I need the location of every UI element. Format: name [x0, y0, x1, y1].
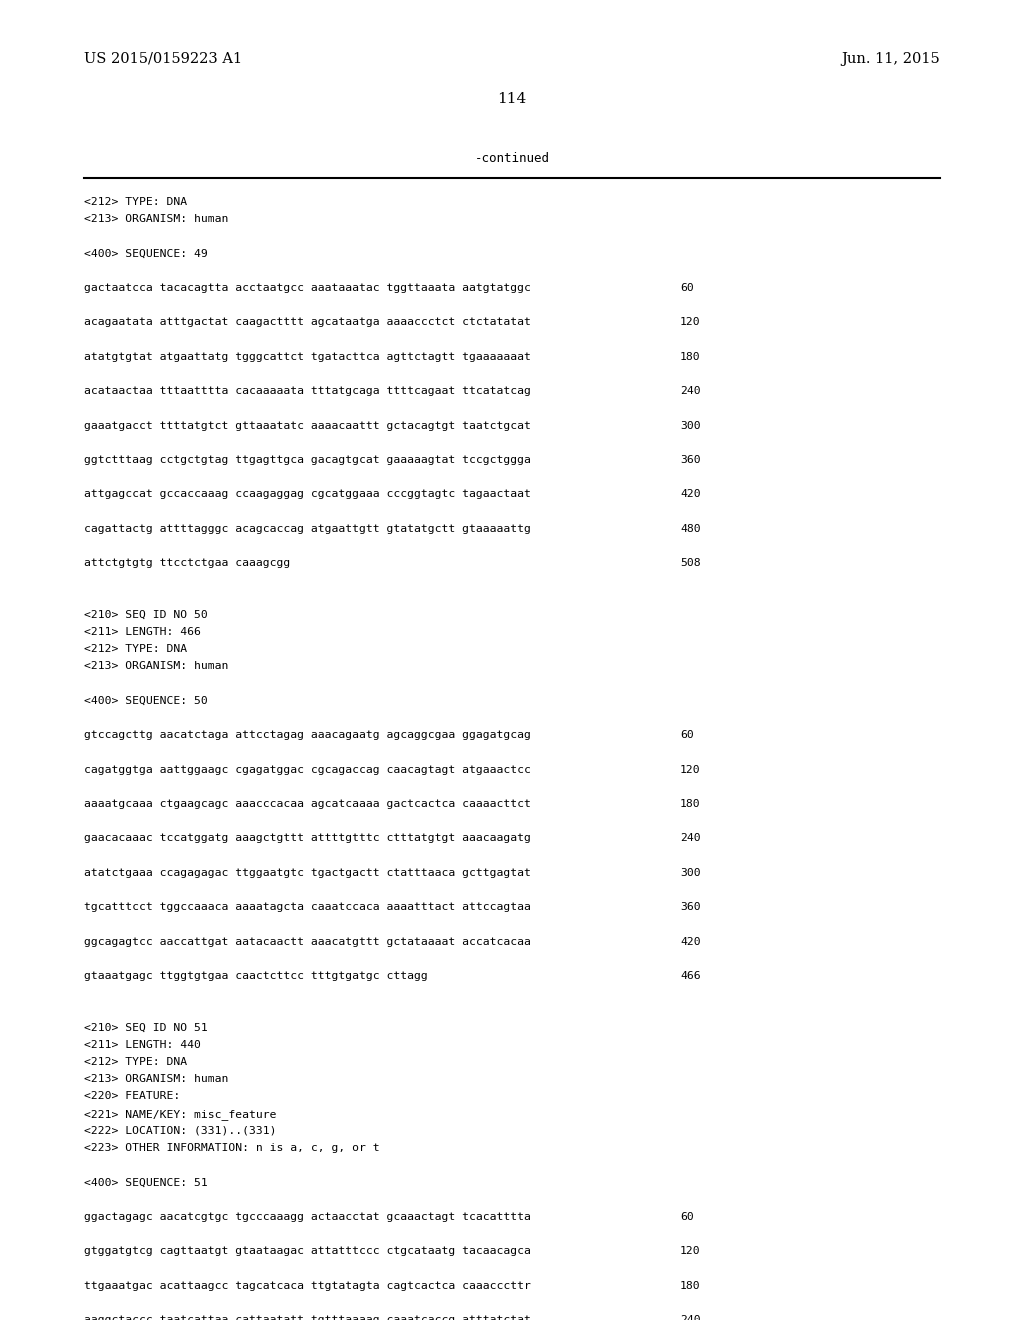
Text: 480: 480 — [680, 524, 700, 533]
Text: -continued: -continued — [474, 152, 550, 165]
Text: gtaaatgagc ttggtgtgaa caactcttcc tttgtgatgc cttagg: gtaaatgagc ttggtgtgaa caactcttcc tttgtga… — [84, 972, 428, 981]
Text: 240: 240 — [680, 1315, 700, 1320]
Text: 180: 180 — [680, 1280, 700, 1291]
Text: atatgtgtat atgaattatg tgggcattct tgatacttca agttctagtt tgaaaaaaat: atatgtgtat atgaattatg tgggcattct tgatact… — [84, 352, 530, 362]
Text: 60: 60 — [680, 282, 693, 293]
Text: <210> SEQ ID NO 50: <210> SEQ ID NO 50 — [84, 610, 208, 620]
Text: US 2015/0159223 A1: US 2015/0159223 A1 — [84, 51, 242, 66]
Text: cagatggtga aattggaagc cgagatggac cgcagaccag caacagtagt atgaaactcc: cagatggtga aattggaagc cgagatggac cgcagac… — [84, 764, 530, 775]
Text: 420: 420 — [680, 490, 700, 499]
Text: 466: 466 — [680, 972, 700, 981]
Text: attctgtgtg ttcctctgaa caaagcgg: attctgtgtg ttcctctgaa caaagcgg — [84, 558, 290, 568]
Text: gaaatgacct ttttatgtct gttaaatatc aaaacaattt gctacagtgt taatctgcat: gaaatgacct ttttatgtct gttaaatatc aaaacaa… — [84, 421, 530, 430]
Text: <211> LENGTH: 440: <211> LENGTH: 440 — [84, 1040, 201, 1049]
Text: gaacacaaac tccatggatg aaagctgttt attttgtttc ctttatgtgt aaacaagatg: gaacacaaac tccatggatg aaagctgttt attttgt… — [84, 833, 530, 843]
Text: 120: 120 — [680, 1246, 700, 1257]
Text: ggcagagtcc aaccattgat aatacaactt aaacatgttt gctataaaat accatcacaa: ggcagagtcc aaccattgat aatacaactt aaacatg… — [84, 937, 530, 946]
Text: <213> ORGANISM: human: <213> ORGANISM: human — [84, 1074, 228, 1084]
Text: <213> ORGANISM: human: <213> ORGANISM: human — [84, 214, 228, 224]
Text: ggactagagc aacatcgtgc tgcccaaagg actaacctat gcaaactagt tcacatttta: ggactagagc aacatcgtgc tgcccaaagg actaacc… — [84, 1212, 530, 1222]
Text: 420: 420 — [680, 937, 700, 946]
Text: <223> OTHER INFORMATION: n is a, c, g, or t: <223> OTHER INFORMATION: n is a, c, g, o… — [84, 1143, 380, 1152]
Text: <400> SEQUENCE: 51: <400> SEQUENCE: 51 — [84, 1177, 208, 1188]
Text: ttgaaatgac acattaagcc tagcatcaca ttgtatagta cagtcactca caaacccttr: ttgaaatgac acattaagcc tagcatcaca ttgtata… — [84, 1280, 530, 1291]
Text: ggtctttaag cctgctgtag ttgagttgca gacagtgcat gaaaaagtat tccgctggga: ggtctttaag cctgctgtag ttgagttgca gacagtg… — [84, 455, 530, 465]
Text: 508: 508 — [680, 558, 700, 568]
Text: <212> TYPE: DNA: <212> TYPE: DNA — [84, 1057, 187, 1067]
Text: <213> ORGANISM: human: <213> ORGANISM: human — [84, 661, 228, 672]
Text: gactaatcca tacacagtta acctaatgcc aaataaatac tggttaaata aatgtatggc: gactaatcca tacacagtta acctaatgcc aaataaa… — [84, 282, 530, 293]
Text: acataactaa tttaatttta cacaaaaata tttatgcaga ttttcagaat ttcatatcag: acataactaa tttaatttta cacaaaaata tttatgc… — [84, 387, 530, 396]
Text: 114: 114 — [498, 92, 526, 106]
Text: Jun. 11, 2015: Jun. 11, 2015 — [842, 51, 940, 66]
Text: 60: 60 — [680, 730, 693, 741]
Text: <212> TYPE: DNA: <212> TYPE: DNA — [84, 644, 187, 655]
Text: gtggatgtcg cagttaatgt gtaataagac attatttccc ctgcataatg tacaacagca: gtggatgtcg cagttaatgt gtaataagac attattt… — [84, 1246, 530, 1257]
Text: 120: 120 — [680, 764, 700, 775]
Text: 360: 360 — [680, 902, 700, 912]
Text: aaggctaccc taatcattaa cattaatatt tgtttaaaag caaatcaccg atttatctat: aaggctaccc taatcattaa cattaatatt tgtttaa… — [84, 1315, 530, 1320]
Text: <212> TYPE: DNA: <212> TYPE: DNA — [84, 197, 187, 207]
Text: 180: 180 — [680, 799, 700, 809]
Text: 240: 240 — [680, 387, 700, 396]
Text: 60: 60 — [680, 1212, 693, 1222]
Text: 300: 300 — [680, 867, 700, 878]
Text: 360: 360 — [680, 455, 700, 465]
Text: atatctgaaa ccagagagac ttggaatgtc tgactgactt ctatttaaca gcttgagtat: atatctgaaa ccagagagac ttggaatgtc tgactga… — [84, 867, 530, 878]
Text: <221> NAME/KEY: misc_feature: <221> NAME/KEY: misc_feature — [84, 1109, 276, 1119]
Text: <220> FEATURE:: <220> FEATURE: — [84, 1092, 180, 1101]
Text: 300: 300 — [680, 421, 700, 430]
Text: aaaatgcaaa ctgaagcagc aaacccacaa agcatcaaaa gactcactca caaaacttct: aaaatgcaaa ctgaagcagc aaacccacaa agcatca… — [84, 799, 530, 809]
Text: 240: 240 — [680, 833, 700, 843]
Text: 180: 180 — [680, 352, 700, 362]
Text: <222> LOCATION: (331)..(331): <222> LOCATION: (331)..(331) — [84, 1126, 276, 1135]
Text: acagaatata atttgactat caagactttt agcataatga aaaaccctct ctctatatat: acagaatata atttgactat caagactttt agcataa… — [84, 317, 530, 327]
Text: <400> SEQUENCE: 49: <400> SEQUENCE: 49 — [84, 248, 208, 259]
Text: tgcatttcct tggccaaaca aaaatagcta caaatccaca aaaatttact attccagtaa: tgcatttcct tggccaaaca aaaatagcta caaatcc… — [84, 902, 530, 912]
Text: <400> SEQUENCE: 50: <400> SEQUENCE: 50 — [84, 696, 208, 706]
Text: cagattactg attttagggc acagcaccag atgaattgtt gtatatgctt gtaaaaattg: cagattactg attttagggc acagcaccag atgaatt… — [84, 524, 530, 533]
Text: <210> SEQ ID NO 51: <210> SEQ ID NO 51 — [84, 1023, 208, 1032]
Text: <211> LENGTH: 466: <211> LENGTH: 466 — [84, 627, 201, 638]
Text: attgagccat gccaccaaag ccaagaggag cgcatggaaa cccggtagtc tagaactaat: attgagccat gccaccaaag ccaagaggag cgcatgg… — [84, 490, 530, 499]
Text: 120: 120 — [680, 317, 700, 327]
Text: gtccagcttg aacatctaga attcctagag aaacagaatg agcaggcgaa ggagatgcag: gtccagcttg aacatctaga attcctagag aaacaga… — [84, 730, 530, 741]
